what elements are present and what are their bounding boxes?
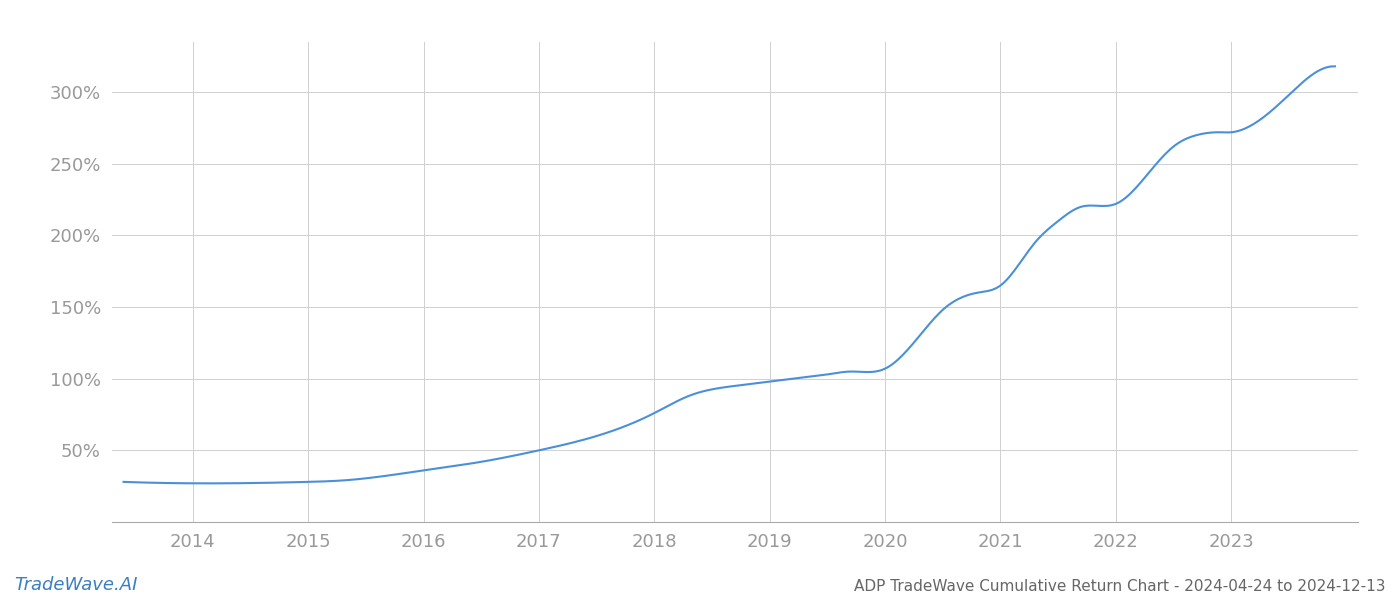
Text: TradeWave.AI: TradeWave.AI [14,576,137,594]
Text: ADP TradeWave Cumulative Return Chart - 2024-04-24 to 2024-12-13: ADP TradeWave Cumulative Return Chart - … [854,579,1386,594]
